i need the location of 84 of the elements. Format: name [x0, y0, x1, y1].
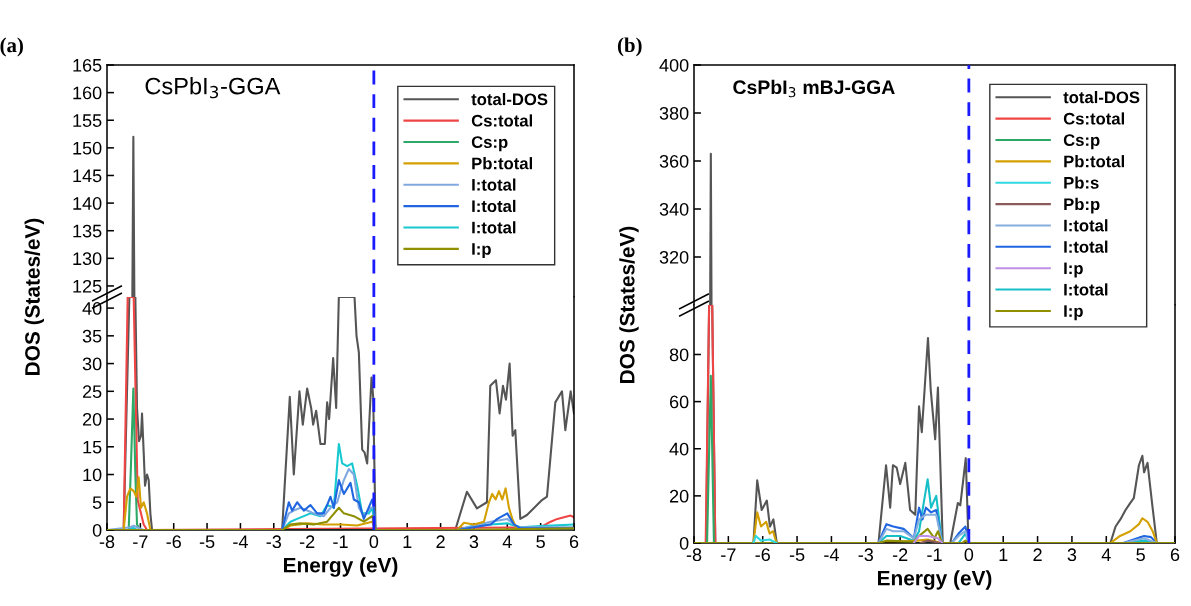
legend-label: Cs:p [471, 136, 508, 152]
x-tick-label: -7 [721, 548, 736, 561]
y-tick-label: 135 [73, 224, 102, 238]
y-tick-label: 130 [73, 252, 102, 266]
annotation: CsPbI$_{3}$ mBJ-GGA [733, 79, 895, 98]
x-tick-label: 2 [436, 535, 445, 548]
legend-label: I:total [472, 178, 516, 191]
legend-label: I:total [1064, 283, 1108, 296]
chart-title: (b) [617, 37, 642, 57]
y-tick-label: 40 [669, 442, 689, 456]
y-tick-label: 340 [659, 202, 689, 216]
y-tick-label: 25 [82, 385, 102, 399]
y-tick-label: 40 [82, 302, 102, 315]
legend-label: Pb:p [1064, 197, 1100, 214]
legend-label: I:total [472, 221, 516, 234]
x-tick-label: -6 [755, 548, 770, 562]
x-tick-label: 1 [403, 535, 412, 548]
legend-label: I:total [1064, 240, 1108, 253]
legend-label: I:p [1064, 305, 1083, 321]
legend-label: Pb:total [1064, 155, 1124, 168]
y-tick-label: 35 [82, 329, 102, 343]
y-tick-label: 0 [92, 523, 102, 537]
x-tick-label: 1 [999, 548, 1008, 561]
legend-label: I:total [1064, 219, 1108, 232]
x-tick-label: 4 [502, 535, 512, 548]
legend-label: total-DOS [471, 93, 548, 106]
x-tick-label: -3 [266, 535, 282, 549]
y-tick-label: 400 [659, 58, 689, 72]
y-tick-label: 20 [669, 489, 689, 503]
y-tick-label: 10 [83, 468, 102, 482]
chart-title: (a) [0, 37, 23, 57]
x-tick-label: 5 [1136, 548, 1145, 562]
x-tick-label: 4 [1101, 548, 1111, 561]
x-tick-label: 5 [536, 535, 545, 549]
x-axis-title: Energy (eV) [878, 570, 992, 590]
x-tick-label: -8 [686, 548, 702, 562]
y-tick-label: 155 [73, 114, 102, 127]
y-tick-label: 150 [73, 141, 102, 155]
y-tick-label: 125 [73, 279, 102, 293]
y-tick-label: 360 [659, 154, 689, 168]
legend-label: I:p [1064, 262, 1083, 278]
x-tick-label: -1 [927, 548, 942, 561]
x-axis-title: Energy (eV) [284, 557, 398, 577]
x-tick-label: -6 [166, 535, 181, 549]
y-tick-label: 160 [73, 86, 102, 100]
x-tick-label: -5 [789, 548, 805, 562]
x-tick-label: -4 [233, 535, 248, 548]
x-tick-label: 0 [369, 535, 379, 549]
x-tick-label: 6 [1170, 548, 1180, 562]
y-axis-title: DOS (States/eV) [619, 226, 639, 383]
y-tick-label: 320 [659, 250, 689, 264]
legend-label: total-DOS [1063, 91, 1140, 104]
x-tick-label: -1 [333, 535, 348, 548]
legend-label: Pb:s [1064, 176, 1099, 189]
y-tick-label: 5 [92, 496, 102, 509]
y-tick-label: 60 [669, 395, 689, 409]
y-tick-label: 30 [82, 357, 102, 371]
legend-label: I:total [472, 199, 516, 213]
annotation: CsPbI$_{3}$-GGA [145, 77, 281, 99]
x-tick-label: 6 [569, 535, 579, 549]
legend-label: Cs:total [1063, 112, 1125, 125]
x-tick-label: 2 [1033, 548, 1042, 561]
y-tick-label: 140 [73, 197, 102, 210]
y-tick-label: 145 [73, 169, 102, 183]
y-tick-label: 20 [82, 412, 102, 426]
y-tick-label: 165 [73, 58, 102, 72]
x-tick-label: -2 [299, 535, 315, 548]
x-tick-label: 0 [964, 548, 974, 562]
x-tick-label: 3 [1067, 548, 1077, 562]
legend-label: Cs:total [471, 114, 533, 127]
y-tick-label: 15 [83, 440, 102, 454]
x-tick-label: -4 [824, 548, 839, 561]
x-tick-label: -2 [892, 548, 908, 561]
x-tick-label: -3 [858, 548, 874, 562]
legend-label: Cs:p [1063, 134, 1100, 150]
y-tick-label: 80 [669, 348, 689, 362]
legend-label: I:p [472, 243, 491, 259]
x-tick-label: -8 [99, 535, 115, 549]
y-axis-title: DOS (States/eV) [24, 218, 44, 375]
legend-label: Pb:total [472, 157, 532, 170]
x-tick-label: -7 [133, 535, 148, 548]
x-tick-label: 3 [469, 535, 479, 549]
y-tick-label: 380 [659, 106, 689, 120]
x-tick-label: -5 [199, 535, 215, 549]
